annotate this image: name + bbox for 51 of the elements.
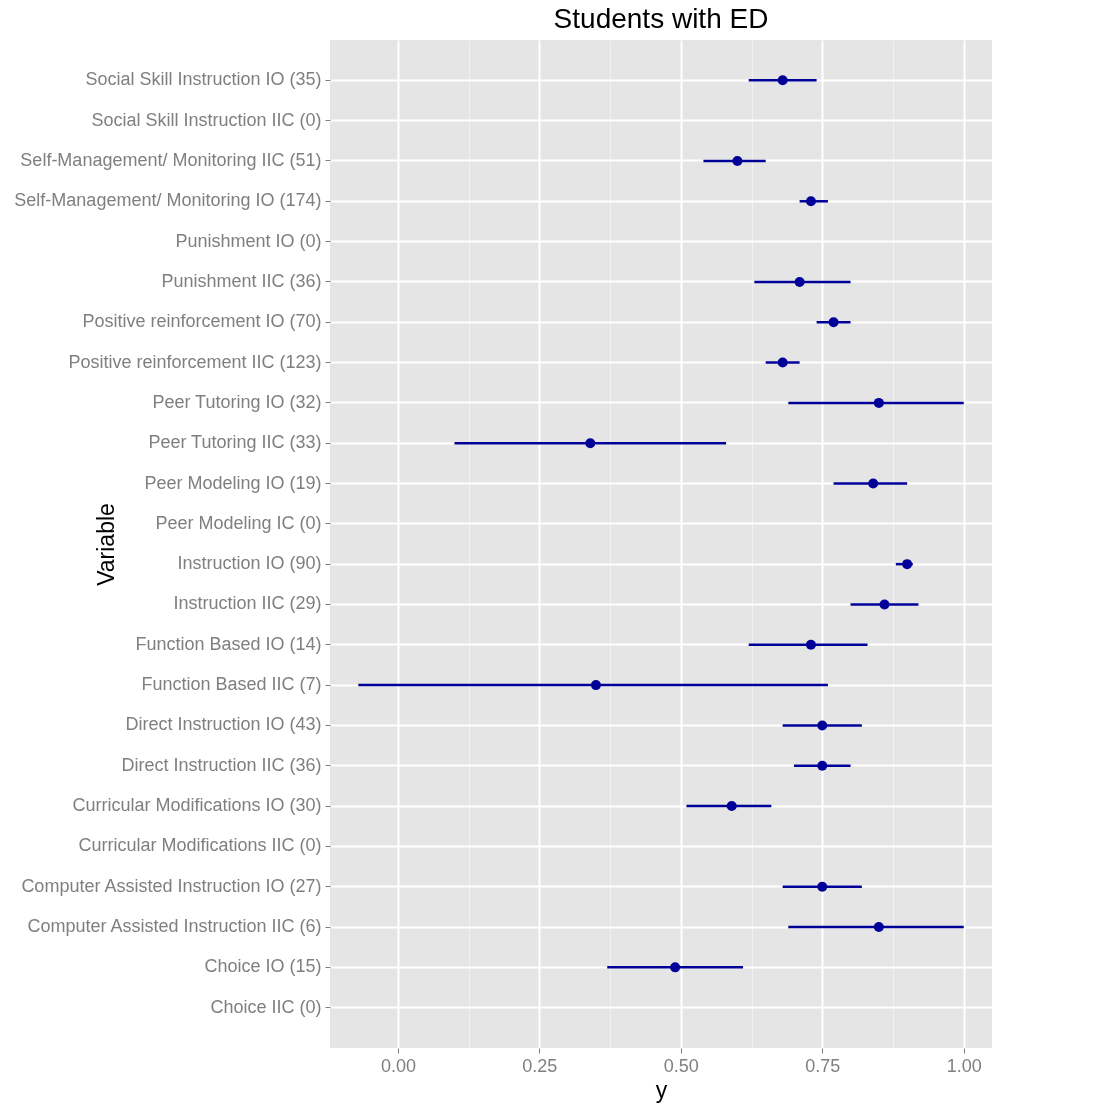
y-tick-label: Social Skill Instruction IIC (0) — [91, 109, 322, 130]
point — [873, 922, 884, 933]
point — [868, 478, 879, 489]
point — [585, 438, 596, 449]
y-tick-label: Direct Instruction IO (43) — [125, 714, 322, 735]
y-tick-label: Positive reinforcement IO (70) — [82, 311, 322, 332]
point — [828, 317, 839, 328]
x-tick-label: 1.00 — [946, 1055, 982, 1076]
point — [873, 397, 884, 408]
x-tick-label: 0.25 — [522, 1055, 558, 1076]
y-tick-label: Peer Tutoring IO (32) — [152, 391, 322, 412]
point — [902, 559, 913, 570]
point — [794, 276, 805, 287]
point — [879, 599, 890, 610]
y-tick-label: Social Skill Instruction IO (35) — [85, 69, 322, 90]
y-axis-title: Variable — [92, 503, 119, 586]
point — [805, 196, 816, 207]
point — [726, 801, 737, 812]
y-tick-label: Choice IO (15) — [204, 956, 322, 977]
x-tick-label: 0.50 — [663, 1055, 699, 1076]
y-tick-label: Self-Management/ Monitoring IIC (51) — [20, 149, 322, 170]
y-tick-label: Curricular Modifications IIC (0) — [78, 835, 322, 856]
y-tick-label: Instruction IIC (29) — [173, 593, 322, 614]
point — [817, 760, 828, 771]
y-tick-label: Peer Tutoring IIC (33) — [148, 432, 322, 453]
y-tick-label: Punishment IO (0) — [175, 230, 322, 251]
point — [777, 75, 788, 86]
point — [777, 357, 788, 368]
y-tick-label: Peer Modeling IC (0) — [155, 512, 322, 533]
point — [805, 639, 816, 650]
x-axis-title: y — [655, 1076, 668, 1103]
y-tick-label: Computer Assisted Instruction IO (27) — [21, 875, 322, 896]
y-tick-label: Positive reinforcement IIC (123) — [68, 351, 322, 372]
point — [817, 881, 828, 892]
y-tick-label: Instruction IO (90) — [177, 553, 322, 574]
y-tick-label: Punishment IIC (36) — [161, 270, 322, 291]
y-tick-label: Function Based IIC (7) — [141, 674, 322, 695]
x-tick-label: 0.75 — [805, 1055, 841, 1076]
y-tick-label: Direct Instruction IIC (36) — [121, 754, 322, 775]
y-tick-label: Function Based IO (14) — [135, 633, 322, 654]
point — [590, 680, 601, 691]
y-tick-label: Peer Modeling IO (19) — [144, 472, 322, 493]
y-tick-label: Self-Management/ Monitoring IO (174) — [14, 190, 322, 211]
x-tick-label: 0.00 — [380, 1055, 416, 1076]
chart-title: Students with ED — [553, 3, 769, 34]
y-tick-label: Computer Assisted Instruction IIC (6) — [27, 916, 322, 937]
y-tick-label: Choice IIC (0) — [210, 996, 322, 1017]
y-tick-label: Curricular Modifications IO (30) — [72, 795, 322, 816]
point — [817, 720, 828, 731]
point — [732, 155, 743, 166]
point — [670, 962, 681, 973]
